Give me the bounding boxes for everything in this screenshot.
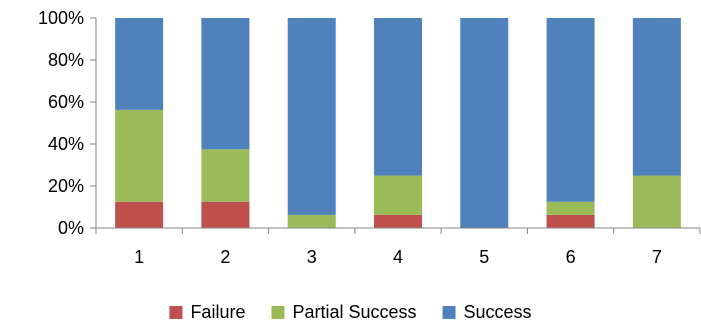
bar-success-1: [115, 18, 164, 110]
legend-item-partial-success: Partial Success: [271, 302, 417, 322]
x-tick-label: 7: [652, 247, 662, 267]
y-tick-label: 100%: [38, 8, 84, 28]
bar-failure-1: [115, 201, 164, 228]
bar-partial-success-6: [546, 201, 595, 215]
y-tick-label: 20%: [48, 176, 84, 196]
bar-partial-success-2: [201, 149, 250, 202]
y-tick-label: 40%: [48, 134, 84, 154]
legend-label: Partial Success: [292, 302, 416, 322]
bar-success-3: [287, 18, 336, 215]
y-tick-label: 60%: [48, 92, 84, 112]
bar-failure-6: [546, 214, 595, 229]
bar-success-6: [546, 18, 595, 202]
legend-label: Success: [464, 302, 532, 322]
x-tick-label: 4: [393, 247, 403, 267]
axes-layer: 0% 20% 40% 60% 80% 100% 1 2 3 4 5 6 7: [38, 8, 701, 267]
x-tick-label: 1: [134, 247, 144, 267]
y-tick-label: 0%: [58, 218, 84, 238]
bar-partial-success-1: [115, 109, 164, 202]
x-tick-label: 2: [220, 247, 230, 267]
bars-layer: [115, 18, 681, 229]
bar-partial-success-7: [632, 175, 681, 228]
legend-swatch: [442, 306, 456, 319]
legend-swatch: [271, 306, 285, 319]
legend-label: Failure: [190, 302, 245, 322]
legend-swatch: [169, 306, 183, 319]
y-tick-label: 80%: [48, 50, 84, 70]
legend-item-success: Success: [442, 302, 532, 322]
bar-success-4: [374, 18, 422, 176]
x-tick-label: 6: [566, 247, 576, 267]
bar-failure-2: [201, 201, 250, 228]
bar-success-7: [632, 18, 681, 176]
legend-item-failure: Failure: [169, 302, 245, 322]
x-tick-label: 3: [307, 247, 317, 267]
bar-partial-success-3: [287, 214, 336, 229]
bar-success-2: [201, 18, 250, 150]
bar-failure-4: [374, 214, 422, 229]
x-tick-label: 5: [479, 247, 489, 267]
bar-partial-success-4: [374, 175, 422, 215]
bar-success-5: [460, 18, 509, 228]
legend: Failure Partial Success Success: [169, 302, 532, 322]
